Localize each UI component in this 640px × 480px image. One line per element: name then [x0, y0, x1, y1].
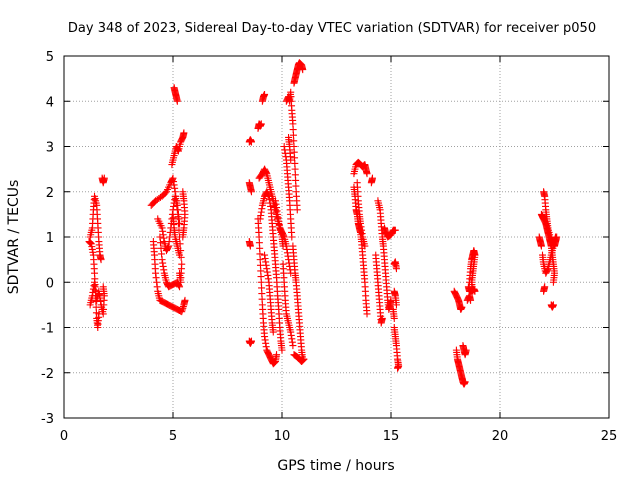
x-tick-label: 25 — [601, 429, 618, 444]
data-point — [288, 233, 296, 241]
data-point — [176, 283, 184, 291]
data-point — [289, 342, 297, 350]
data-point — [179, 233, 187, 241]
data-point — [361, 242, 369, 250]
data-point — [247, 138, 255, 146]
x-axis-label: GPS time / hours — [277, 458, 394, 474]
data-point — [173, 97, 181, 105]
data-point — [390, 314, 398, 322]
data-point — [541, 283, 549, 291]
y-tick-label: -1 — [41, 322, 54, 337]
data-point — [467, 296, 475, 304]
data-point — [181, 296, 189, 304]
data-point — [269, 328, 277, 336]
data-point — [300, 355, 308, 363]
data-point — [261, 90, 269, 98]
y-axis-label: SDTVAR / TECUs — [6, 180, 22, 295]
x-tick-label: 10 — [274, 429, 291, 444]
data-point — [461, 378, 469, 386]
data-point — [279, 242, 287, 250]
data-point — [257, 120, 265, 128]
y-tick-label: 1 — [46, 231, 54, 246]
data-point — [552, 233, 560, 241]
x-tick-label: 20 — [492, 429, 509, 444]
data-point — [246, 242, 254, 250]
data-point — [368, 174, 376, 182]
plot-frame — [63, 55, 610, 419]
data-point — [537, 242, 545, 250]
y-tick-label: 3 — [46, 141, 54, 156]
y-tick-label: 0 — [46, 276, 54, 291]
data-point — [100, 174, 108, 182]
y-tick-label: -3 — [41, 412, 54, 427]
data-point — [247, 188, 255, 196]
y-tick-label: -2 — [41, 367, 54, 382]
data-point — [392, 301, 400, 309]
data-point — [176, 219, 184, 227]
data-point — [363, 310, 371, 318]
data-point — [392, 265, 400, 273]
data-point — [273, 351, 281, 359]
data-point — [247, 337, 255, 345]
data-point — [378, 314, 386, 322]
data-point — [394, 364, 402, 372]
y-tick-label: 2 — [46, 186, 54, 201]
data-point — [293, 206, 301, 214]
data-point — [462, 346, 470, 354]
data-point — [180, 129, 188, 137]
x-tick-label: 5 — [169, 429, 177, 444]
data-point — [363, 170, 371, 178]
y-tick-label: 4 — [46, 95, 54, 110]
data-point — [176, 269, 184, 277]
data-point — [99, 283, 107, 291]
data-point — [278, 346, 286, 354]
data-point — [549, 301, 557, 309]
data-point — [549, 278, 557, 286]
data-point — [287, 156, 295, 164]
grid-lines — [64, 56, 609, 418]
data-point — [458, 303, 466, 311]
data-point — [471, 287, 479, 295]
data-point — [97, 256, 105, 264]
data-point — [391, 226, 399, 234]
data-point — [176, 251, 184, 259]
y-tick-label: 5 — [46, 50, 54, 65]
axis-ticks: 0 5 10 15 20 25 -3 -2 -1 0 1 2 3 4 5 — [41, 50, 617, 444]
x-tick-label: 0 — [60, 429, 68, 444]
data-point — [299, 66, 307, 74]
chart-title: Day 348 of 2023, Sidereal Day-to-day VTE… — [68, 21, 596, 36]
data-points — [85, 59, 561, 388]
x-tick-label: 15 — [383, 429, 400, 444]
